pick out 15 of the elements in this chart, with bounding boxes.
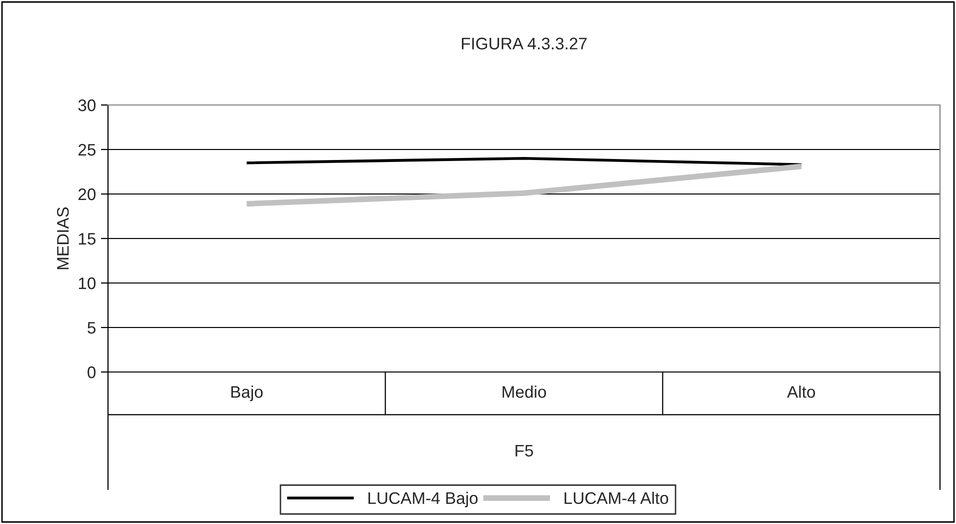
y-tick-label: 15 <box>78 233 96 245</box>
x-tick-label: Bajo <box>231 386 263 402</box>
x-axis-title: F5 <box>516 444 534 457</box>
y-tick-label: 30 <box>78 99 96 112</box>
y-tick-label: 25 <box>78 144 96 156</box>
y-tick-label: 20 <box>78 188 96 200</box>
y-tick-label: 0 <box>88 366 96 378</box>
y-tick-label: 10 <box>78 277 96 290</box>
x-tick-label: Alto <box>787 386 815 398</box>
chart-title: FIGURA 4.3.3.27 <box>462 38 587 50</box>
x-tick-label: Medio <box>502 386 546 398</box>
y-tick-label: 5 <box>88 322 96 334</box>
legend-label: LUCAM-4 Bajo <box>368 492 478 508</box>
y-axis-title: MEDIAS <box>57 207 69 270</box>
legend-label: LUCAM-4 Alto <box>564 492 668 504</box>
